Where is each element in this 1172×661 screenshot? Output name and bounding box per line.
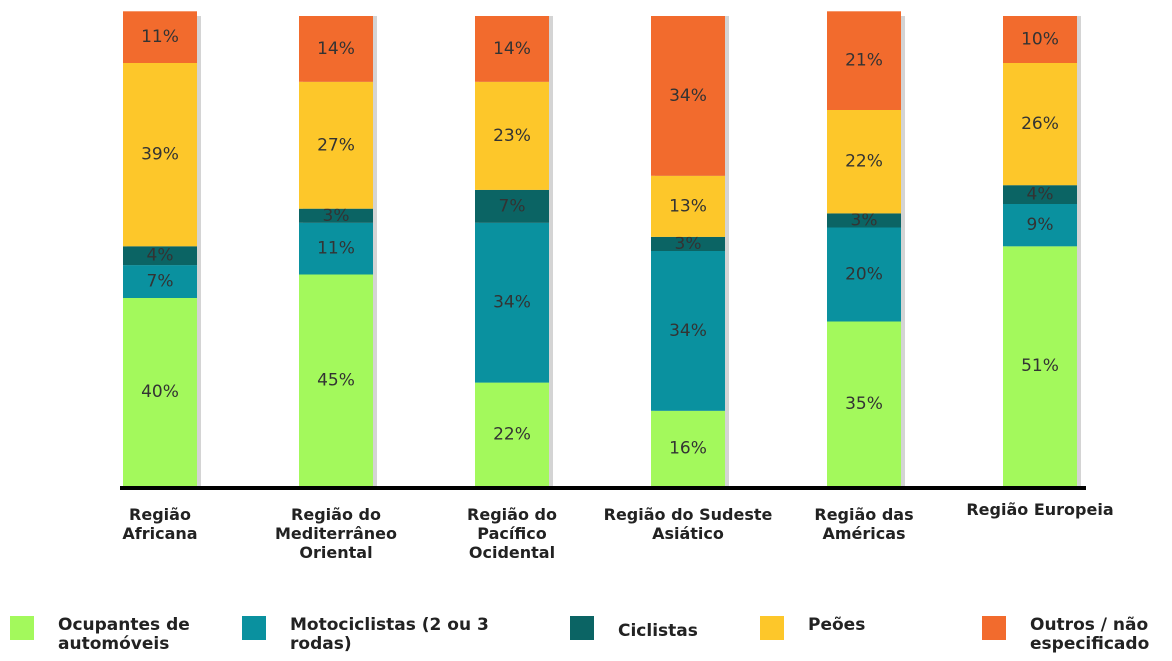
category-label: Região Europeia	[966, 500, 1114, 519]
bar-segment	[299, 16, 373, 82]
value-label: 20%	[845, 265, 883, 285]
legend-swatch	[242, 616, 266, 640]
bar-segment	[1003, 185, 1077, 204]
bar-segment	[299, 208, 373, 223]
value-label: 14%	[493, 39, 531, 59]
bar-segment	[475, 81, 549, 190]
bar-segment	[651, 236, 725, 251]
category-label: Região do Mediterrâneo Oriental	[274, 505, 398, 562]
value-label: 26%	[1021, 114, 1059, 134]
value-label: 21%	[845, 51, 883, 71]
bar-segment	[827, 11, 901, 110]
value-label: 22%	[493, 424, 531, 444]
bar-segment	[1003, 204, 1077, 247]
category-label: Região do Sudeste Asiático	[603, 505, 773, 543]
value-label: 39%	[141, 145, 179, 165]
bar-segment	[651, 16, 725, 176]
value-label: 14%	[317, 39, 355, 59]
bar-segment	[827, 321, 901, 486]
bar-segment	[475, 382, 549, 486]
bar-segment	[123, 298, 197, 486]
value-label: 22%	[845, 152, 883, 172]
bar-segment	[123, 63, 197, 247]
value-label: 16%	[669, 438, 707, 458]
value-label: 9%	[1027, 215, 1054, 235]
legend-swatch	[760, 616, 784, 640]
bar-segment	[1003, 246, 1077, 486]
bar-segment	[651, 251, 725, 411]
value-label: 3%	[323, 206, 350, 226]
value-label: 40%	[141, 382, 179, 402]
bar-segment	[475, 16, 549, 82]
value-label: 27%	[317, 135, 355, 155]
value-label: 51%	[1021, 356, 1059, 376]
category-label: Região do Pacífico Ocidental	[467, 505, 557, 562]
bar-segment	[651, 175, 725, 237]
value-label: 11%	[317, 239, 355, 259]
bar-segment	[1003, 63, 1077, 186]
bar-segment	[299, 222, 373, 275]
value-label: 11%	[141, 27, 179, 47]
value-label: 45%	[317, 370, 355, 390]
value-label: 10%	[1021, 30, 1059, 50]
bar-segment	[475, 222, 549, 383]
category-label: Região Africana	[122, 505, 198, 543]
value-label: 7%	[499, 196, 526, 216]
value-label: 13%	[669, 196, 707, 216]
bar-segment	[299, 81, 373, 209]
bar-segment	[827, 110, 901, 214]
value-label: 34%	[669, 86, 707, 106]
bar-segment	[827, 213, 901, 228]
legend-label: Ciclistas	[618, 621, 698, 641]
value-label: 3%	[851, 210, 878, 230]
value-label: 3%	[675, 234, 702, 254]
category-label: Região das Américas	[814, 505, 914, 543]
legend-label: Ocupantes de automóveis	[58, 615, 190, 654]
value-label: 7%	[147, 272, 174, 292]
bar-segment	[475, 189, 549, 223]
value-label: 4%	[1027, 185, 1054, 205]
value-label: 35%	[845, 394, 883, 414]
bar-segment	[123, 246, 197, 266]
bar-segment	[299, 274, 373, 486]
value-label: 34%	[669, 321, 707, 341]
legend-label: Peões	[808, 615, 866, 635]
legend-label: Motociclistas (2 ou 3 rodas)	[290, 615, 489, 654]
legend-swatch	[982, 616, 1006, 640]
value-label: 23%	[493, 126, 531, 146]
bar-segment	[1003, 16, 1077, 63]
bar-segment	[827, 227, 901, 322]
bar-segment	[123, 11, 197, 64]
legend-label: Outros / não especificado	[1030, 615, 1150, 654]
legend-swatch	[10, 616, 34, 640]
legend-swatch	[570, 616, 594, 640]
bar-segment	[651, 410, 725, 486]
bar-segment	[123, 265, 197, 298]
value-label: 34%	[493, 293, 531, 313]
value-label: 4%	[147, 246, 174, 266]
